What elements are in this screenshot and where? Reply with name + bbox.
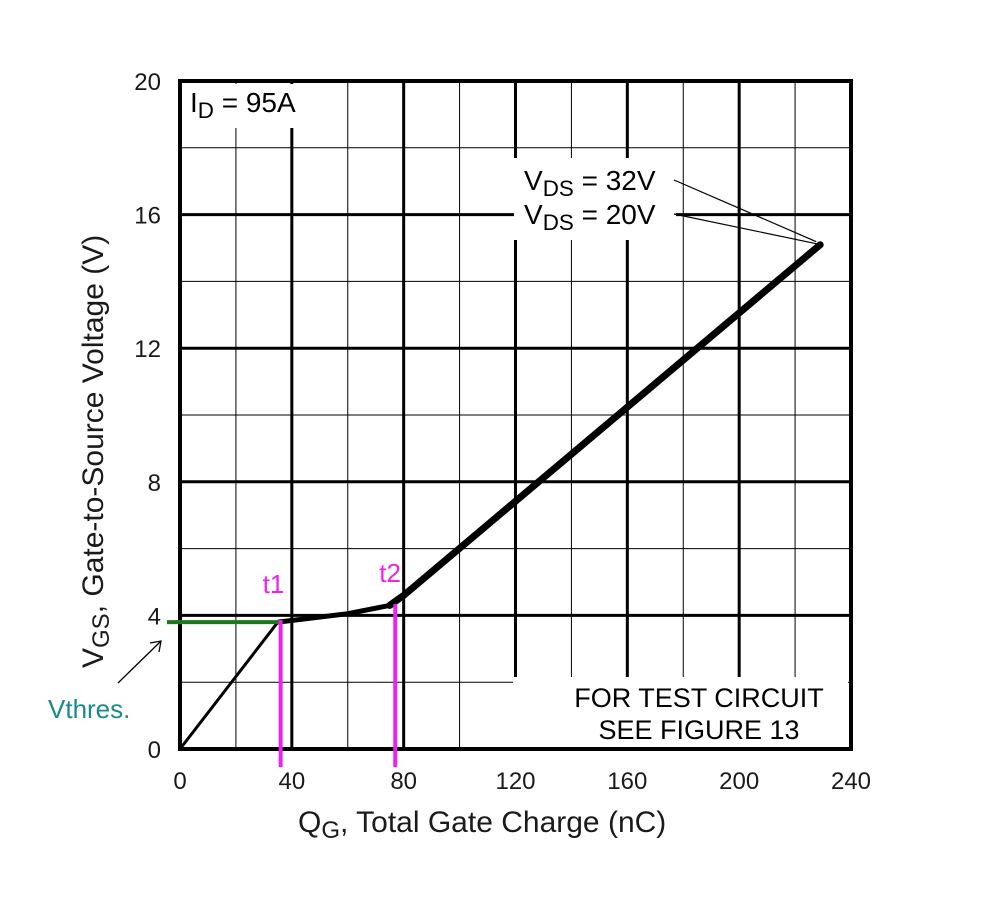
- threshold-arrow-head: [149, 640, 162, 653]
- x-axis-title: QG, Total Gate Charge (nC): [298, 806, 666, 844]
- threshold-arrow-shaft: [117, 641, 161, 684]
- x-tick-label: 40: [278, 768, 305, 795]
- test-circuit-note-line: SEE FIGURE 13: [598, 715, 799, 745]
- test-circuit-note-box: [513, 677, 848, 747]
- vds-20v-leader-line: [673, 213, 817, 245]
- gate-charge-curve: [178, 243, 822, 750]
- plot-frame: [178, 79, 853, 751]
- curve-layer: [178, 241, 824, 750]
- id-label: ID = 95A: [190, 87, 296, 123]
- y-tick-label: 0: [148, 737, 161, 764]
- x-tick-label: 120: [495, 768, 535, 795]
- x-tick-label: 80: [390, 768, 417, 795]
- y-tick-label: 16: [134, 203, 161, 230]
- y-tick-label: 20: [134, 69, 161, 96]
- y-tick-label: 12: [134, 336, 161, 363]
- y-axis-title: VGS, Gate-to-Source Voltage (V): [77, 235, 115, 668]
- x-tick-label: 0: [173, 768, 186, 795]
- vds-label: VDS = 20V: [524, 199, 656, 235]
- marker-layer: [117, 604, 398, 767]
- x-tick-label: 240: [831, 768, 871, 795]
- marker-label-t1: t1: [263, 569, 285, 599]
- vds-label: VDS = 32V: [524, 165, 656, 201]
- x-tick-label: 200: [719, 768, 759, 795]
- y-tick-label: 4: [148, 603, 161, 630]
- annotation-layer: [183, 84, 848, 747]
- gate-charge-curve-overlap: [386, 241, 824, 609]
- miller-plateau-segment: [277, 602, 391, 625]
- vds-label-box: [514, 158, 676, 240]
- id-label-box: [183, 84, 305, 128]
- label-layer: 0 40 80 120 160 200 240 0 4 8 12 16 20 QG, Total Gate…: [48, 69, 871, 844]
- threshold-label: Vthres.: [48, 694, 130, 724]
- marker-label-t2: t2: [379, 558, 401, 588]
- grid-layer: [178, 79, 853, 751]
- vds-32v-leader-line: [673, 179, 817, 243]
- test-circuit-note-line: FOR TEST CIRCUIT: [574, 683, 824, 713]
- x-tick-label: 160: [607, 768, 647, 795]
- y-tick-label: 8: [148, 470, 161, 497]
